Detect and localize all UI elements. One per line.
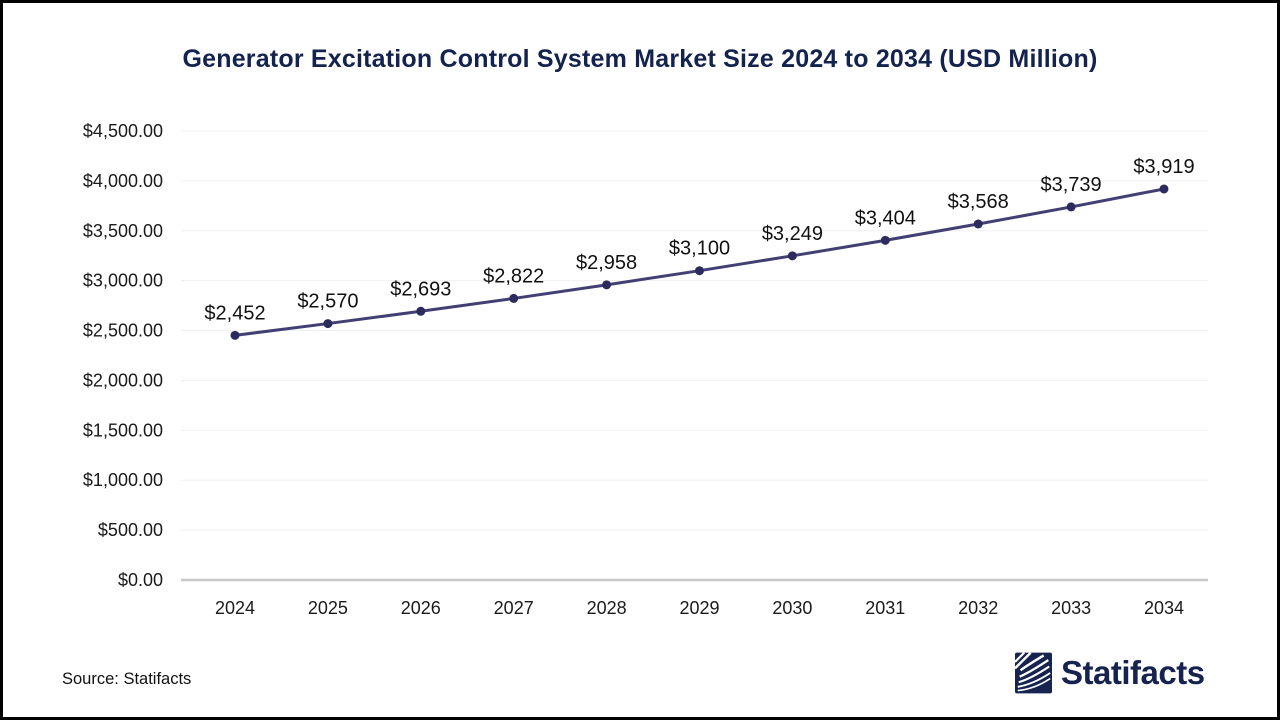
data-point-label: $3,249 <box>762 223 823 245</box>
data-point <box>880 235 890 245</box>
data-point-label: $3,100 <box>669 238 730 260</box>
y-tick-label: $2,500.00 <box>83 321 163 341</box>
x-tick-label: 2029 <box>679 598 719 618</box>
data-point <box>509 293 519 303</box>
y-tick-label: $4,000.00 <box>83 171 163 191</box>
statifacts-wave-logo-icon <box>1015 652 1052 694</box>
data-point-label: $3,739 <box>1041 174 1102 196</box>
x-tick-label: 2030 <box>772 598 812 618</box>
brand-name: Statifacts <box>1061 654 1205 691</box>
data-point <box>787 251 797 261</box>
data-point-label: $2,452 <box>204 302 265 324</box>
x-tick-label: 2031 <box>865 598 905 618</box>
data-point-label: $2,570 <box>297 291 358 313</box>
x-tick-label: 2024 <box>215 598 255 618</box>
data-point-label: $3,404 <box>855 207 916 229</box>
x-tick-label: 2027 <box>494 598 534 618</box>
data-point-label: $2,958 <box>576 252 637 274</box>
data-point <box>416 306 426 316</box>
y-tick-label: $3,000.00 <box>83 271 163 291</box>
x-tick-label: 2032 <box>958 598 998 618</box>
data-point <box>602 280 612 290</box>
data-point <box>230 330 240 340</box>
data-point-label: $2,693 <box>390 278 451 300</box>
x-tick-label: 2028 <box>587 598 627 618</box>
data-point <box>695 266 704 276</box>
y-tick-label: $3,500.00 <box>83 221 163 241</box>
x-tick-label: 2026 <box>401 598 441 618</box>
source-text: Source: Statifacts <box>62 670 192 688</box>
x-tick-label: 2033 <box>1051 598 1091 618</box>
x-tick-label: 2034 <box>1144 598 1184 618</box>
data-point-label: $3,568 <box>948 191 1009 213</box>
line-chart: $0.00 $500.00 $1,000.00 $1,500.00 $2,000.00 $… <box>83 121 1208 618</box>
data-point-label: $3,919 <box>1133 156 1194 178</box>
x-tick-label: 2025 <box>308 598 348 618</box>
data-point <box>973 219 983 229</box>
chart-title: Generator Excitation Control System Mark… <box>182 45 1098 73</box>
data-point <box>323 319 333 329</box>
y-tick-label: $500.00 <box>98 520 163 540</box>
y-tick-label: $1,500.00 <box>83 420 163 440</box>
data-point-label: $2,822 <box>483 265 544 287</box>
y-tick-label: $0.00 <box>118 570 163 590</box>
y-tick-label: $1,000.00 <box>83 470 163 490</box>
data-point <box>1159 184 1169 194</box>
brand: Statifacts <box>1015 652 1205 694</box>
series-line <box>233 187 1166 337</box>
y-tick-label: $4,500.00 <box>83 121 163 141</box>
data-point <box>1066 202 1076 212</box>
y-tick-label: $2,000.00 <box>83 370 163 390</box>
